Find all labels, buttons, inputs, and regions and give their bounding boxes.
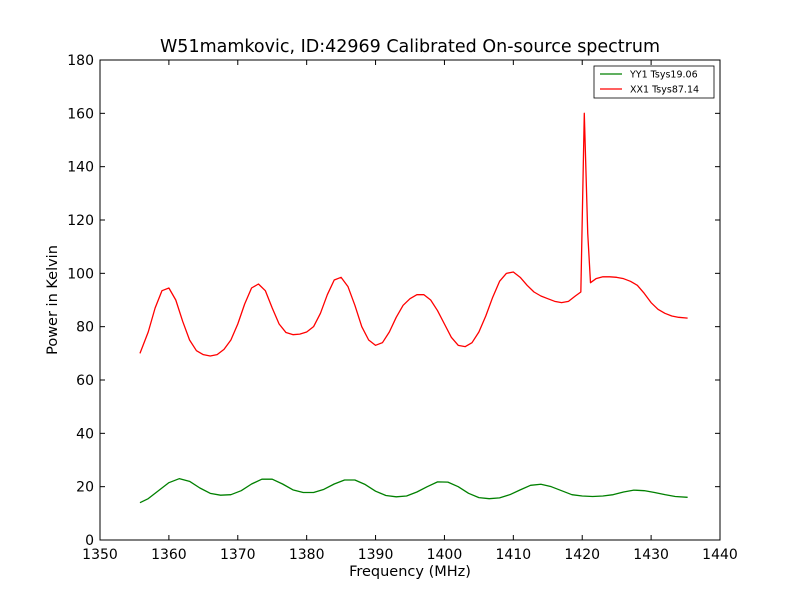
x-tick-label: 1370 xyxy=(220,547,256,563)
legend-box xyxy=(593,65,715,99)
chart-title: W51mamkovic, ID:42969 Calibrated On-sour… xyxy=(160,37,660,57)
x-tick-label: 1390 xyxy=(358,547,394,563)
legend-label-xx1: XX1 Tsys87.14 xyxy=(630,85,699,96)
x-tick-label: 1400 xyxy=(427,547,463,563)
y-tick-label: 160 xyxy=(67,106,94,122)
x-tick-label: 1440 xyxy=(702,547,738,563)
x-tick-label: 1380 xyxy=(289,547,325,563)
x-tick-label: 1420 xyxy=(564,547,600,563)
y-axis: 0 20 40 60 80 100 120 140 160 180 xyxy=(67,53,720,549)
y-tick-label: 140 xyxy=(67,160,94,176)
series-line-xx1 xyxy=(139,112,688,357)
legend-label-yy1: YY1 Tsys19.06 xyxy=(629,70,698,81)
y-tick-label: 60 xyxy=(76,373,94,389)
series-line-yy1 xyxy=(139,478,688,504)
legend: YY1 Tsys19.06 XX1 Tsys87.14 xyxy=(593,65,715,99)
y-tick-label: 0 xyxy=(85,533,94,549)
x-tick-label: 1350 xyxy=(82,547,118,563)
x-axis-label: Frequency (MHz) xyxy=(349,564,471,580)
y-tick-label: 20 xyxy=(76,480,94,496)
y-tick-label: 40 xyxy=(76,426,94,442)
plot-frame xyxy=(99,59,721,541)
x-axis: 1350 1360 1370 1380 1390 1400 1410 1420 1430 1440 xyxy=(82,60,738,563)
x-tick-label: 1430 xyxy=(633,547,669,563)
x-tick-label: 1360 xyxy=(151,547,187,563)
y-tick-label: 80 xyxy=(76,320,94,336)
y-tick-label: 120 xyxy=(67,213,94,229)
plot-area xyxy=(139,112,688,504)
y-tick-label: 100 xyxy=(67,266,94,282)
y-tick-label: 180 xyxy=(67,53,94,69)
y-axis-label: Power in Kelvin xyxy=(45,245,61,355)
x-tick-label: 1410 xyxy=(496,547,532,563)
